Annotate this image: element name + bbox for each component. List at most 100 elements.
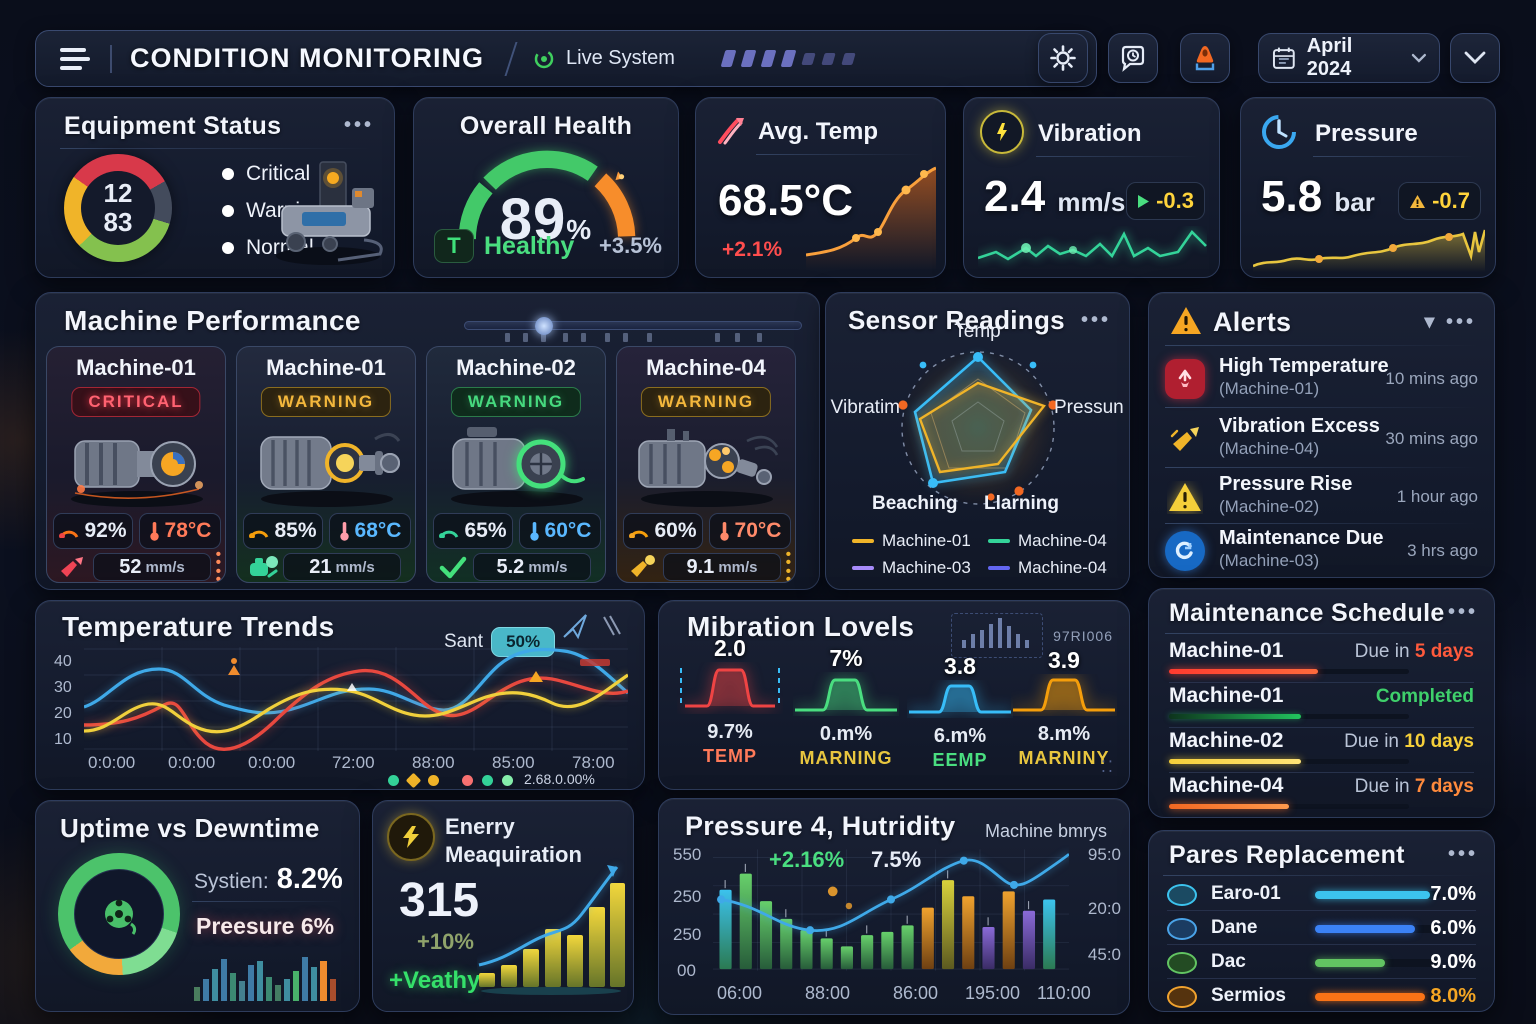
alert-row[interactable]: Pressure Rise (Machine-02) 1 hour ago: [1165, 469, 1478, 525]
panel-title: Alerts: [1213, 307, 1292, 337]
equipment-donut-chart: [64, 154, 172, 262]
menu-icon[interactable]: [60, 47, 90, 70]
corner-widget: 97RI006: [951, 613, 1113, 658]
status-pill: CRITICAL: [71, 387, 201, 417]
maintenance-row[interactable]: Machine-01 Due in 5 days: [1169, 639, 1474, 683]
alert-row[interactable]: Maintenance Due (Machine-03) 3 hrs ago: [1165, 523, 1478, 579]
machine-name: Machine-02: [1169, 729, 1284, 752]
bar-label: EEMP: [932, 750, 988, 770]
status-pill: WARNING: [260, 387, 392, 417]
maintenance-row[interactable]: Machine-04 Due in 7 days: [1169, 774, 1474, 818]
alert-icon: [1195, 46, 1215, 71]
y-left-tick: 250: [673, 925, 702, 944]
maintenance-schedule-panel: Maintenance Schedule ••• Machine-01 Due …: [1148, 588, 1495, 818]
part-value: 6.0%: [1430, 917, 1476, 939]
progress-fill: [1169, 714, 1301, 719]
more-menu[interactable]: •••: [1447, 601, 1478, 623]
vibration-horn-icon: [61, 557, 83, 577]
history-button[interactable]: [1108, 33, 1158, 83]
send-icon[interactable]: [560, 611, 590, 641]
machine-card-2[interactable]: Machine-01 WARNING 85% 68°C: [236, 346, 416, 583]
alert-machine: (Machine-02): [1219, 497, 1320, 516]
y-tick: 40: [54, 653, 72, 670]
uptime-label: Systien:: [194, 870, 269, 893]
chevron-down-icon: [1464, 51, 1486, 64]
due-status: Due in 7 days: [1355, 776, 1474, 798]
slider-handle[interactable]: [535, 317, 553, 335]
radar-axis-temp: Temp: [954, 321, 1001, 342]
part-row[interactable]: Dane 6.0%: [1167, 915, 1476, 945]
legend-item: Machine-01: [852, 531, 971, 551]
energy-value: 315: [399, 874, 480, 927]
pulse-shape: [909, 684, 1011, 714]
date-selector[interactable]: April 2024: [1258, 33, 1440, 83]
legend-item: Machine-04: [988, 558, 1107, 578]
annotation-green: +2.16%: [769, 847, 845, 872]
thermometer-icon: [719, 522, 729, 541]
resize-handle[interactable]: ⁚⁚: [1100, 759, 1115, 776]
y-left-tick: 250: [673, 887, 702, 906]
timeline-slider[interactable]: [464, 317, 802, 342]
energy-title-1: Enerry: [445, 814, 515, 839]
part-row[interactable]: Dac 9.0%: [1167, 949, 1476, 979]
part-progress-fill: [1315, 925, 1415, 933]
vibration-delta: -0.3: [1156, 188, 1194, 213]
more-menu[interactable]: ▾ •••: [1424, 311, 1476, 333]
panel-title: Sensor Readings: [848, 305, 1065, 335]
chevron-down-icon: [1411, 53, 1427, 63]
legend-label: Machine-04: [1018, 531, 1107, 550]
x-tick: 0:0:00: [168, 753, 216, 772]
x-tick: 110:00: [1037, 983, 1091, 1003]
tooltip-label: Sant: [444, 631, 484, 652]
part-row[interactable]: Earo-01 7.0%: [1167, 881, 1476, 911]
machine-name: Machine-01: [1169, 684, 1284, 707]
motor-illustration: [260, 433, 401, 507]
thermometer-icon: [149, 522, 159, 541]
normal-count: 83: [103, 207, 133, 237]
progress-track: [1169, 804, 1409, 809]
machine-card-1[interactable]: Machine-01 CRITICAL 92% 78°C: [46, 346, 226, 583]
pressure-alert-icon: [1165, 477, 1205, 517]
machine-name: Machine-01: [1169, 639, 1284, 662]
collapse-button[interactable]: [1450, 33, 1500, 83]
bar-percent: 8.m%: [1037, 723, 1091, 745]
panel-title: Maintenance Schedule: [1169, 599, 1445, 627]
vertical-dots[interactable]: • • • •: [215, 546, 221, 583]
gauge-arc-icon: [249, 530, 269, 538]
due-prefix: Due in: [1354, 641, 1415, 662]
more-menu[interactable]: •••: [1447, 843, 1478, 865]
health-value: 89%: [414, 186, 678, 253]
candle-icon[interactable]: [598, 613, 624, 639]
temp-stat: 78°C: [139, 513, 221, 549]
y-tick: 30: [54, 679, 72, 696]
alert-time: 3 hrs ago: [1407, 541, 1478, 560]
alert-machine: (Machine-03): [1219, 551, 1320, 570]
settings-button[interactable]: [1038, 33, 1088, 83]
alerts-button[interactable]: [1180, 33, 1230, 83]
vertical-dots[interactable]: • • • •: [785, 546, 791, 583]
part-row[interactable]: Sermios 8.0%: [1167, 983, 1476, 1013]
alert-row[interactable]: Vibration Excess (Machine-04) 30 mins ag…: [1165, 411, 1478, 467]
more-menu[interactable]: •••: [1080, 309, 1111, 331]
machine-card-4[interactable]: Machine-04 WARNING 60% 70°C: [616, 346, 796, 583]
trend-line-chart: [84, 647, 628, 751]
gear-icon: [1050, 45, 1076, 71]
maintenance-row[interactable]: Machine-01 Completed: [1169, 684, 1474, 728]
temp-value: 68°C: [354, 519, 402, 542]
machine-name: Machine-01: [76, 355, 196, 380]
alert-row[interactable]: High Temperature (Machine-01) 10 mins ag…: [1165, 351, 1478, 407]
machine-card-3[interactable]: Machine-02 WARNING 65% 60°C: [426, 346, 606, 583]
gauge-arc-icon: [439, 530, 459, 538]
radar-chart: [898, 351, 1058, 505]
bar-value: 7%: [829, 645, 863, 671]
due-status: Due in 10 days: [1344, 731, 1474, 753]
part-value: 8.0%: [1430, 985, 1476, 1007]
y-right-tick: 20:0: [1087, 899, 1121, 918]
maintenance-row[interactable]: Machine-02 Due in 10 days: [1169, 729, 1474, 773]
due-value: Completed: [1375, 686, 1474, 707]
vibration-horn-icon: [631, 555, 655, 577]
part-name: Earo-01: [1211, 883, 1281, 904]
health-number: 89: [499, 187, 567, 252]
more-menu[interactable]: •••: [343, 114, 374, 136]
